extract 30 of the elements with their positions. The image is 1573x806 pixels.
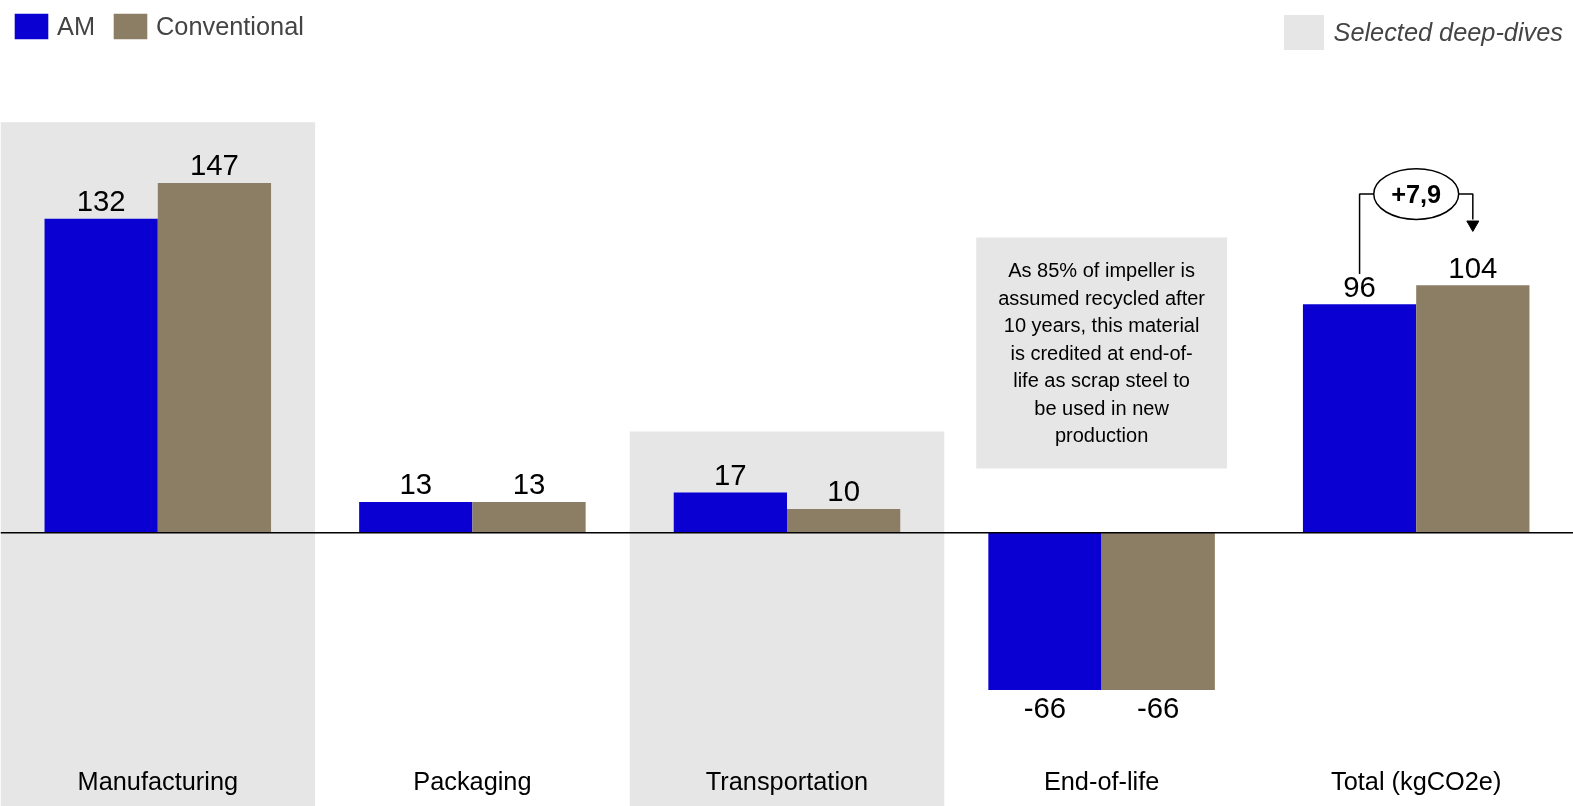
bar: [787, 509, 901, 533]
bar: [472, 501, 586, 533]
data-label: 96: [1343, 269, 1376, 303]
data-label: 10: [827, 474, 860, 508]
data-label: 13: [399, 467, 433, 501]
annotation: +7,9: [1391, 180, 1442, 209]
legend-label: Selected deep-dives: [1333, 17, 1563, 47]
bar: [1416, 285, 1530, 533]
data-label: 17: [714, 457, 747, 491]
data-label: -66: [1023, 690, 1067, 724]
legend-label: Conventional: [156, 11, 304, 41]
x-tick-label: End-of-life: [1043, 767, 1160, 796]
bar: [44, 218, 158, 533]
bar: [673, 492, 787, 533]
bar: [359, 501, 473, 533]
annotation: As 85% of impeller is assumed recycled after 10 years, this material is credited at end-of-life as scrap steel to be used in new production: [998, 259, 1206, 447]
bar: [988, 532, 1102, 690]
x-tick-label: Packaging: [413, 767, 532, 796]
bar: [1101, 532, 1215, 690]
bar: [157, 182, 272, 533]
x-tick-label: Manufacturing: [77, 767, 239, 796]
data-label: 132: [76, 184, 126, 218]
x-tick-label: Total (kgCO2e): [1331, 767, 1502, 796]
x-tick-label: Transportation: [705, 767, 869, 796]
data-label: 104: [1448, 250, 1498, 284]
data-label: 13: [512, 467, 546, 501]
data-label: 147: [189, 148, 239, 182]
data-label: -66: [1137, 690, 1180, 724]
legend-label: AM: [57, 11, 95, 41]
bar: [1302, 304, 1417, 533]
